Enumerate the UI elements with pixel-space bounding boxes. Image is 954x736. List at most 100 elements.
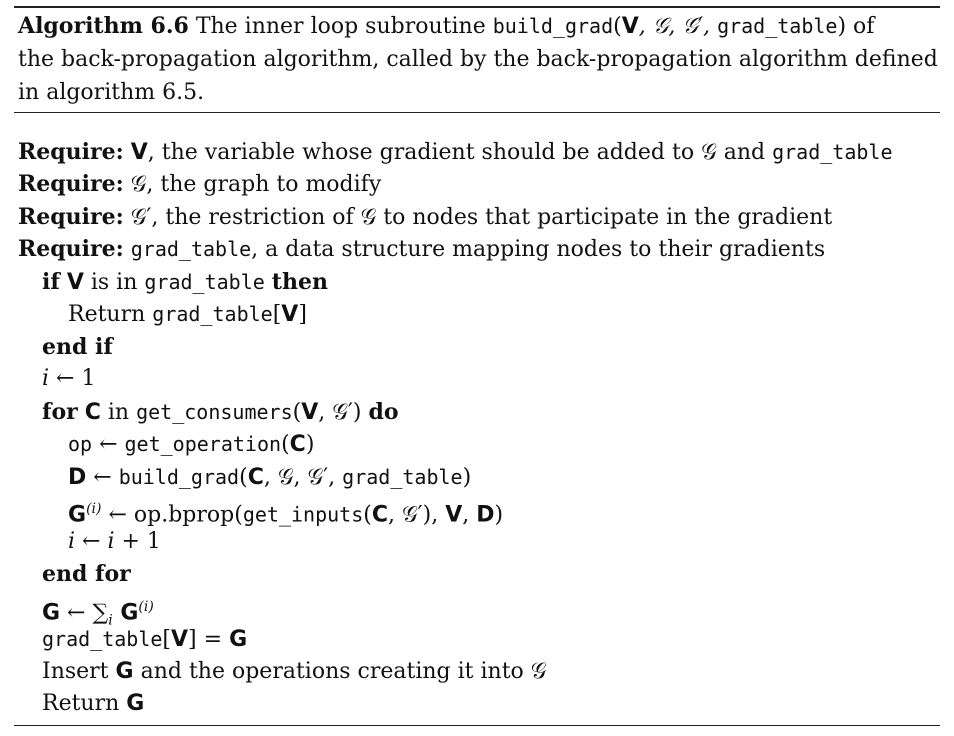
var-c: C xyxy=(372,502,388,527)
insert-line: Insert G and the operations creating it … xyxy=(42,657,546,687)
paren: ( xyxy=(239,465,248,490)
if-keyword: if xyxy=(42,269,60,295)
return-text: Return xyxy=(42,691,126,716)
grad-table-code: grad_table xyxy=(152,302,272,326)
caption-args-mid: , 𝒢, 𝒢′, xyxy=(639,14,717,39)
algorithm-caption: Algorithm 6.6 The inner loop subroutine … xyxy=(18,10,938,109)
caption-func-name: build_grad xyxy=(493,14,613,38)
d-line: D ← build_grad(C, 𝒢, 𝒢′, grad_table) xyxy=(68,462,471,493)
endfor-keyword: end for xyxy=(42,561,131,587)
init-line: i ← 1 xyxy=(42,364,95,394)
increment-line: i ← i + 1 xyxy=(68,527,161,557)
require-text: 𝒢′, the restriction of 𝒢 to nodes that p… xyxy=(131,205,832,230)
paren: ( xyxy=(234,502,243,527)
var-i: i xyxy=(68,529,75,554)
middle-rule xyxy=(14,112,940,113)
algorithm-label: Algorithm 6.6 xyxy=(18,13,189,39)
top-rule xyxy=(14,6,940,8)
paren: ) xyxy=(306,432,315,457)
var-v: V xyxy=(67,270,84,295)
sum-symbol: ← ∑ xyxy=(60,600,108,625)
increment-text: + 1 xyxy=(115,529,161,554)
var-g: G xyxy=(116,659,134,684)
grad-table-code: grad_table xyxy=(144,270,264,294)
arrow: ← xyxy=(75,529,107,554)
require-keyword: Require: xyxy=(18,204,124,230)
var-c: C xyxy=(290,432,306,457)
g-args: , 𝒢′), xyxy=(388,502,445,527)
bottom-rule xyxy=(14,725,940,726)
for-line: for C in get_consumers(V, 𝒢′) do xyxy=(42,397,399,428)
if-text: is in xyxy=(84,270,145,295)
var-g: G xyxy=(126,691,144,716)
var-g: G xyxy=(229,627,247,652)
insert-rest-text: and the operations creating it into 𝒢 xyxy=(134,659,547,684)
require-text: 𝒢, the graph to modify xyxy=(131,172,382,197)
init-text: ← 1 xyxy=(49,366,95,391)
require-line-1: Require: V, the variable whose gradient … xyxy=(18,137,893,168)
var-d: D xyxy=(476,502,494,527)
then-keyword: then xyxy=(272,269,328,295)
bracket: [ xyxy=(273,302,282,327)
return-line-2: Return G xyxy=(42,689,144,719)
bracket: ] xyxy=(298,302,307,327)
for-in-text: in xyxy=(101,400,136,425)
arrow: ← xyxy=(92,432,124,457)
var-v: V xyxy=(171,627,188,652)
require-line-2: Require: 𝒢, the graph to modify xyxy=(18,169,381,200)
var-g: G xyxy=(113,600,139,625)
var-g: G xyxy=(68,502,86,527)
require-keyword: Require: xyxy=(18,236,124,262)
get-consumers-code: get_consumers xyxy=(136,400,293,424)
endif-keyword: end if xyxy=(42,334,113,360)
return-line-1: Return grad_table[V] xyxy=(68,299,307,330)
paren: ( xyxy=(363,502,372,527)
var-i: i xyxy=(107,529,114,554)
g-line: G(i) ← op.bprop(get_inputs(C, 𝒢′), V, D) xyxy=(68,494,503,530)
return-text: Return xyxy=(68,302,152,327)
equals: = xyxy=(197,627,229,652)
grad-table-code: grad_table xyxy=(772,140,892,164)
op-code: op xyxy=(68,432,92,456)
endfor-line: end for xyxy=(42,559,131,590)
var-v: V xyxy=(445,502,462,527)
grad-table-code: grad_table xyxy=(42,627,162,651)
op-bprop-text: op.bprop xyxy=(134,502,234,527)
for-keyword: for xyxy=(42,399,78,425)
require-text: , a data structure mapping nodes to thei… xyxy=(251,237,825,262)
d-args: , 𝒢, 𝒢′, xyxy=(264,465,342,490)
op-line: op ← get_operation(C) xyxy=(68,429,314,460)
assign-line: grad_table[V] = G xyxy=(42,624,247,655)
do-keyword: do xyxy=(369,399,399,425)
require-line-4: Require: grad_table, a data structure ma… xyxy=(18,234,825,265)
paren: ( xyxy=(281,432,290,457)
get-inputs-code: get_inputs xyxy=(243,502,363,526)
caption-args-table: grad_table xyxy=(717,14,837,38)
superscript-i: (i) xyxy=(86,501,101,517)
require-keyword: Require: xyxy=(18,139,124,165)
var-c: C xyxy=(85,400,101,425)
caption-text-c: in algorithm 6.5. xyxy=(18,80,204,105)
build-grad-code: build_grad xyxy=(119,465,239,489)
require-line-3: Require: 𝒢′, the restriction of 𝒢 to nod… xyxy=(18,202,832,233)
for-args: , 𝒢′) xyxy=(318,400,361,425)
var-i: i xyxy=(42,366,49,391)
var-v: V xyxy=(301,400,318,425)
comma: , xyxy=(462,502,476,527)
grad-table-code: grad_table xyxy=(342,465,462,489)
superscript-i: (i) xyxy=(138,599,153,615)
paren: ( xyxy=(293,400,302,425)
caption-text-b: the back-propagation algorithm, called b… xyxy=(18,47,938,72)
paren: ) xyxy=(463,465,472,490)
var-c: C xyxy=(248,465,264,490)
var-v: V xyxy=(281,302,298,327)
grad-table-code: grad_table xyxy=(131,237,251,261)
arrow: ← xyxy=(86,465,118,490)
arrow: ← xyxy=(101,502,133,527)
bracket: [ xyxy=(162,627,171,652)
bracket: ] xyxy=(188,627,197,652)
if-line: if V is in grad_table then xyxy=(42,267,328,298)
require-keyword: Require: xyxy=(18,171,124,197)
insert-text: Insert xyxy=(42,659,116,684)
require-text: , the variable whose gradient should be … xyxy=(148,140,772,165)
